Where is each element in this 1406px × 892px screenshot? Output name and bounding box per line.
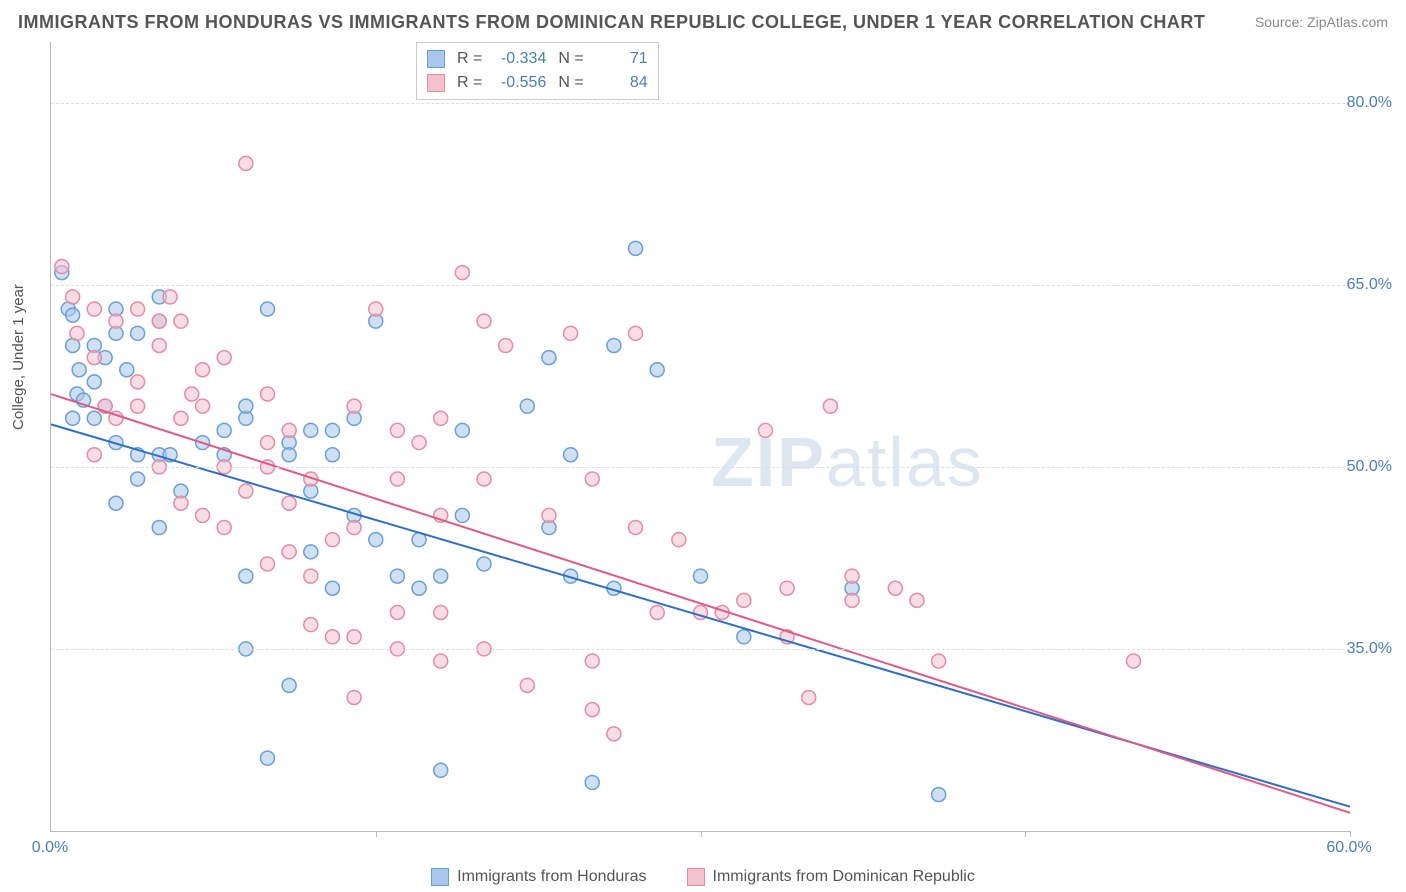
- y-tick-label: 50.0%: [1347, 458, 1392, 476]
- n-label-2: N =: [558, 71, 583, 95]
- legend-row-series-2: R = -0.556 N = 84: [427, 71, 648, 95]
- r-value-1: -0.334: [490, 47, 546, 71]
- legend-swatch-1: [427, 50, 445, 68]
- n-label-1: N =: [558, 47, 583, 71]
- chart-title: IMMIGRANTS FROM HONDURAS VS IMMIGRANTS F…: [18, 12, 1205, 33]
- legend-label-2: Immigrants from Dominican Republic: [713, 868, 975, 886]
- n-value-2: 84: [592, 71, 648, 95]
- y-axis-label: College, Under 1 year: [10, 284, 27, 430]
- r-label-1: R =: [457, 47, 482, 71]
- legend-label-1: Immigrants from Honduras: [457, 868, 646, 886]
- source-attribution: Source: ZipAtlas.com: [1255, 14, 1388, 30]
- y-tick-label: 65.0%: [1347, 276, 1392, 294]
- legend-swatch-bottom-1: [431, 868, 449, 886]
- legend-item-2: Immigrants from Dominican Republic: [687, 868, 975, 886]
- legend-swatch-bottom-2: [687, 868, 705, 886]
- legend-swatch-2: [427, 74, 445, 92]
- series-legend: Immigrants from Honduras Immigrants from…: [0, 868, 1406, 886]
- source-link[interactable]: ZipAtlas.com: [1307, 14, 1388, 30]
- x-tick-label: 60.0%: [1326, 839, 1371, 857]
- legend-row-series-1: R = -0.334 N = 71: [427, 47, 648, 71]
- scatter-plot: ZIPatlas R = -0.334 N = 71 R = -0.556 N …: [50, 42, 1350, 832]
- source-label: Source:: [1255, 14, 1303, 30]
- r-label-2: R =: [457, 71, 482, 95]
- regression-lines-layer: [51, 42, 1350, 831]
- n-value-1: 71: [592, 47, 648, 71]
- correlation-legend: R = -0.334 N = 71 R = -0.556 N = 84: [416, 42, 659, 100]
- r-value-2: -0.556: [490, 71, 546, 95]
- y-tick-label: 80.0%: [1347, 94, 1392, 112]
- legend-item-1: Immigrants from Honduras: [431, 868, 646, 886]
- y-tick-label: 35.0%: [1347, 640, 1392, 658]
- x-tick-label: 0.0%: [32, 839, 68, 857]
